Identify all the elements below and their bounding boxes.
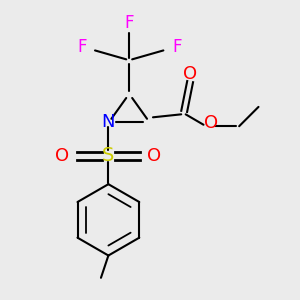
Text: F: F (77, 38, 86, 56)
Text: O: O (204, 114, 218, 132)
Text: O: O (55, 147, 69, 165)
Text: F: F (172, 38, 182, 56)
Text: S: S (102, 146, 115, 165)
Text: O: O (147, 147, 161, 165)
Text: N: N (102, 113, 115, 131)
Text: O: O (183, 65, 197, 83)
Text: F: F (124, 14, 134, 32)
